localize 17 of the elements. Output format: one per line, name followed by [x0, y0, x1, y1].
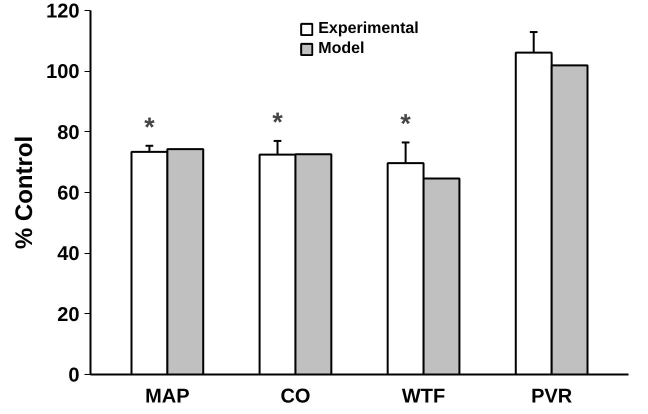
- legend-label: Model: [318, 40, 364, 58]
- annotation: *: [400, 108, 412, 138]
- y-axis-title: % Control: [11, 136, 38, 250]
- legend-label: Experimental: [318, 20, 419, 38]
- x-tick-label: PVR: [531, 386, 573, 408]
- y-tick-label: 100: [46, 61, 80, 84]
- y-tick-label: 60: [57, 182, 80, 204]
- annotation: *: [144, 112, 156, 142]
- x-tick-label: MAP: [145, 386, 190, 408]
- y-tick-label: 120: [46, 0, 80, 22]
- y-tick-label: 40: [57, 243, 80, 266]
- x-tick-label: CO: [280, 386, 310, 408]
- y-tick-label: 0: [68, 364, 80, 386]
- annotation: *: [272, 106, 284, 137]
- x-tick-label: WTF: [402, 386, 446, 408]
- y-tick-label: 20: [57, 304, 80, 326]
- y-tick-label: 80: [57, 122, 80, 144]
